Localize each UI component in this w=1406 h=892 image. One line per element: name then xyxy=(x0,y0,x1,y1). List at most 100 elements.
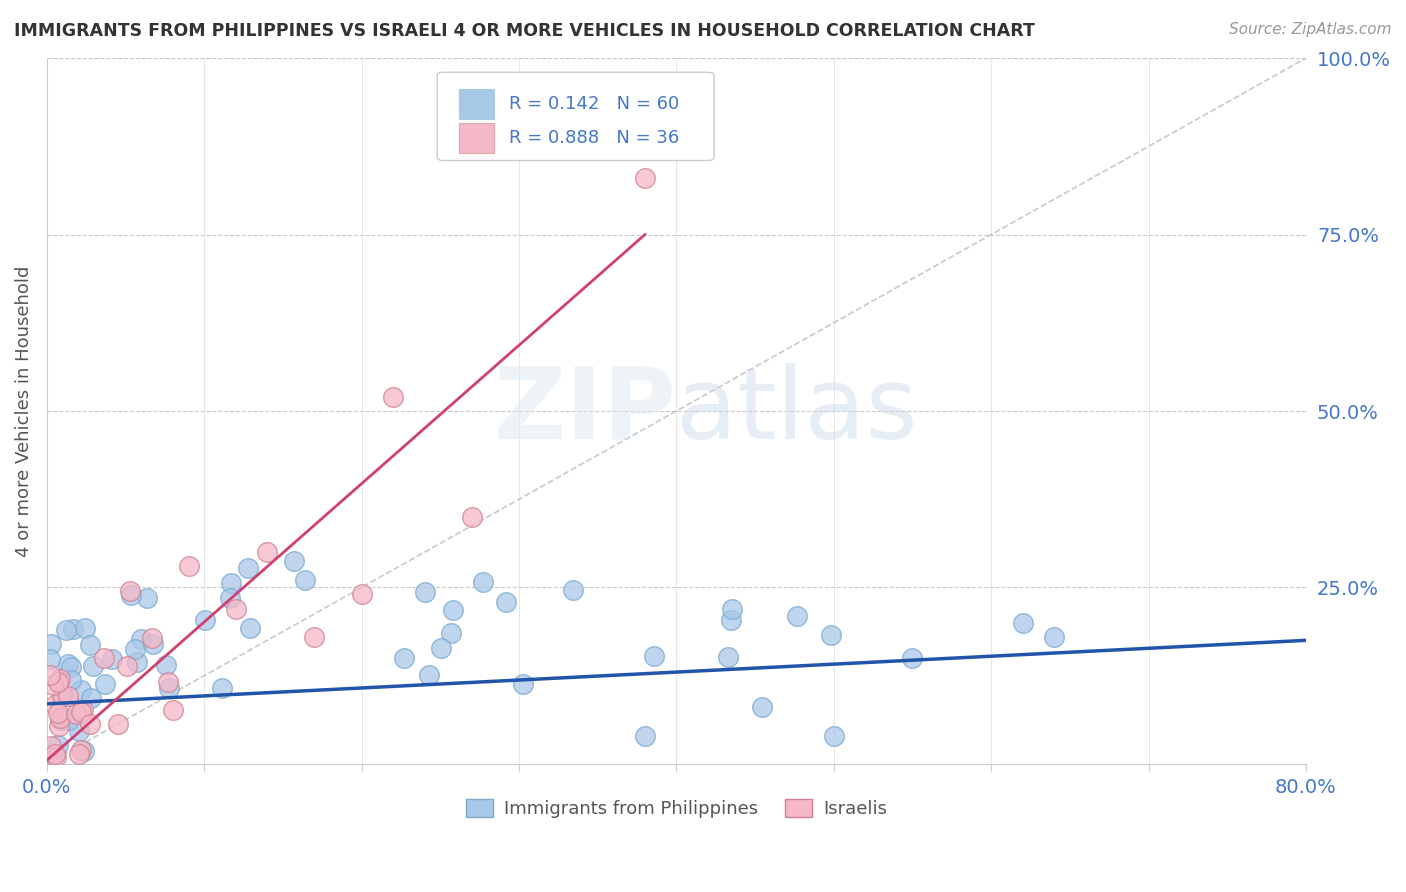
Point xyxy=(720,613,742,627)
Point xyxy=(48,706,70,720)
Point xyxy=(120,584,142,599)
Point xyxy=(239,621,262,635)
Point xyxy=(413,585,436,599)
Point xyxy=(60,673,83,688)
Point xyxy=(127,655,149,669)
Point xyxy=(162,703,184,717)
Point xyxy=(786,609,808,624)
Point xyxy=(634,729,657,743)
Point xyxy=(75,621,97,635)
Point xyxy=(472,575,495,590)
Point xyxy=(107,717,129,731)
Point xyxy=(44,698,66,712)
Point xyxy=(256,545,278,559)
Point xyxy=(41,678,63,692)
Point xyxy=(236,561,259,575)
Text: ZIP: ZIP xyxy=(494,362,676,459)
Point xyxy=(49,713,72,727)
Point xyxy=(46,739,69,753)
Point xyxy=(644,648,666,663)
Point xyxy=(561,582,583,597)
Point xyxy=(73,744,96,758)
Point xyxy=(115,658,138,673)
Point xyxy=(194,613,217,627)
Point xyxy=(304,630,326,644)
Point xyxy=(1011,615,1033,630)
Point xyxy=(82,658,104,673)
Point xyxy=(49,673,72,687)
FancyBboxPatch shape xyxy=(458,123,494,153)
Point xyxy=(225,601,247,615)
Point xyxy=(79,717,101,731)
Point xyxy=(70,705,93,719)
Point xyxy=(93,677,115,691)
Point xyxy=(58,657,80,671)
Point xyxy=(751,699,773,714)
Point xyxy=(62,622,84,636)
Point xyxy=(634,171,657,186)
Point xyxy=(38,652,60,666)
Point xyxy=(41,637,63,651)
Point xyxy=(283,554,305,568)
Point xyxy=(80,691,103,706)
Text: atlas: atlas xyxy=(676,362,918,459)
Point xyxy=(219,591,242,605)
Point xyxy=(382,390,405,404)
Point xyxy=(49,710,72,724)
Point xyxy=(70,682,93,697)
Text: IMMIGRANTS FROM PHILIPPINES VS ISRAELI 4 OR MORE VEHICLES IN HOUSEHOLD CORRELATI: IMMIGRANTS FROM PHILIPPINES VS ISRAELI 4… xyxy=(14,22,1035,40)
Point xyxy=(157,675,180,690)
Point xyxy=(135,591,157,605)
Point xyxy=(41,749,63,764)
Point xyxy=(44,747,66,761)
Point xyxy=(39,668,62,682)
Point xyxy=(72,704,94,718)
Point xyxy=(157,681,180,695)
Point xyxy=(294,574,316,588)
Point xyxy=(69,743,91,757)
Point xyxy=(155,657,177,672)
Point xyxy=(440,625,463,640)
Point xyxy=(69,723,91,738)
Point xyxy=(495,595,517,609)
Point xyxy=(93,651,115,665)
Point xyxy=(58,689,80,703)
Point xyxy=(41,756,63,771)
FancyBboxPatch shape xyxy=(458,89,494,119)
Y-axis label: 4 or more Vehicles in Household: 4 or more Vehicles in Household xyxy=(15,265,32,557)
Point xyxy=(48,719,70,733)
Point xyxy=(717,650,740,665)
Point xyxy=(721,602,744,616)
Point xyxy=(67,747,90,761)
Point xyxy=(60,660,83,674)
Point xyxy=(823,729,845,743)
Text: R = 0.142   N = 60: R = 0.142 N = 60 xyxy=(509,95,679,113)
Point xyxy=(51,690,73,705)
Point xyxy=(45,749,67,764)
Point xyxy=(429,640,451,655)
FancyBboxPatch shape xyxy=(437,72,714,161)
Point xyxy=(512,677,534,691)
Text: Source: ZipAtlas.com: Source: ZipAtlas.com xyxy=(1229,22,1392,37)
Point xyxy=(120,588,142,602)
Point xyxy=(418,667,440,681)
Point xyxy=(221,576,243,591)
Point xyxy=(142,637,165,651)
Point xyxy=(392,651,415,665)
Point xyxy=(141,632,163,646)
Point xyxy=(101,652,124,666)
Point xyxy=(131,632,153,646)
Point xyxy=(820,628,842,642)
Point xyxy=(350,587,373,601)
Point xyxy=(211,681,233,695)
Point xyxy=(124,641,146,656)
Point xyxy=(65,707,87,722)
Point xyxy=(461,509,484,524)
Text: R = 0.888   N = 36: R = 0.888 N = 36 xyxy=(509,129,679,147)
Point xyxy=(1043,630,1066,644)
Point xyxy=(46,675,69,690)
Legend: Immigrants from Philippines, Israelis: Immigrants from Philippines, Israelis xyxy=(458,791,894,825)
Point xyxy=(441,602,464,616)
Point xyxy=(51,689,73,703)
Point xyxy=(58,713,80,727)
